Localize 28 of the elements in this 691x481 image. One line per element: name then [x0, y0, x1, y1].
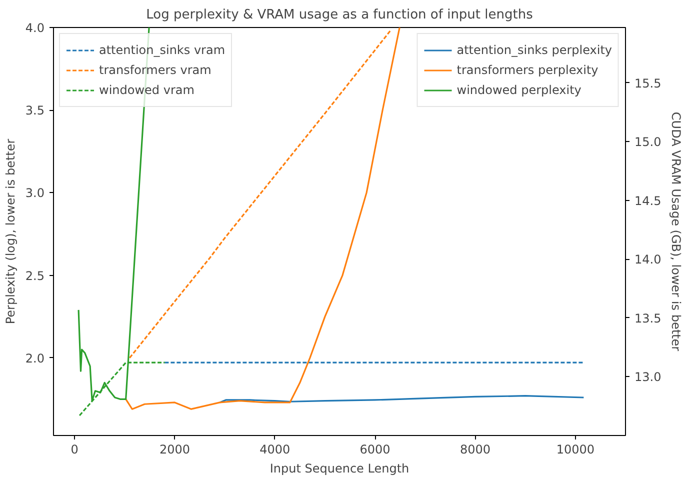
x-tick-label: 10000 — [556, 442, 595, 456]
legend-label: transformers vram — [99, 62, 212, 78]
y-tick-label: 2.0 — [25, 351, 45, 366]
line-series — [218, 395, 584, 404]
y2-tick-label: 14.5 — [634, 194, 662, 208]
y2-tick-label: 13.0 — [634, 370, 662, 384]
x-tick-label: 8000 — [460, 442, 491, 456]
y-axis-title: Perplexity (log), lower is better — [3, 138, 18, 324]
x-tick-label: 4000 — [260, 442, 290, 456]
y2-tick-label: 15.5 — [634, 76, 662, 90]
legend-label: windowed perplexity — [456, 82, 582, 98]
x-tick-label: 2000 — [159, 442, 190, 456]
legend-label: attention_sinks perplexity — [456, 42, 612, 58]
y2-tick-label: 13.5 — [634, 311, 662, 326]
y2-tick-label: 15.0 — [634, 135, 662, 150]
y-tick-label: 2.5 — [25, 268, 45, 283]
legend-label: attention_sinks vram — [99, 42, 226, 58]
x-tick-label: 6000 — [360, 442, 390, 456]
y-tick-label: 3.0 — [25, 186, 45, 200]
y-tick-label: 4.0 — [25, 21, 45, 35]
chart-title: Log perplexity & VRAM usage as a function of input lengths — [146, 8, 534, 22]
legend-label: windowed vram — [99, 82, 194, 98]
y2-axis-title: CUDA VRAM Usage (GB), lower is better — [669, 112, 684, 352]
x-axis-title: Input Sequence Length — [270, 462, 410, 476]
x-tick-label: 0 — [70, 442, 78, 456]
y-tick-label: 3.5 — [25, 104, 45, 118]
legend-label: transformers perplexity — [456, 62, 598, 78]
y2-tick-label: 14.0 — [634, 252, 662, 267]
